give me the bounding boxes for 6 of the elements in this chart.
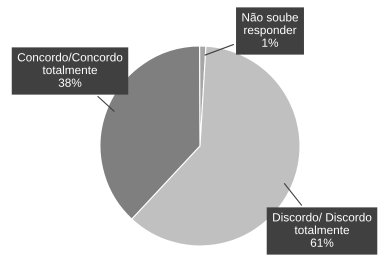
slice-label: Não soube responder [242, 12, 298, 36]
data-label: 61% [310, 238, 334, 247]
slice-label: Discordo/ Discordo totalmente [273, 212, 372, 234]
slice-label: Concordo/Concordo totalmente [18, 52, 122, 74]
data-label: 38% [58, 78, 82, 87]
data-label: 1% [262, 38, 278, 47]
